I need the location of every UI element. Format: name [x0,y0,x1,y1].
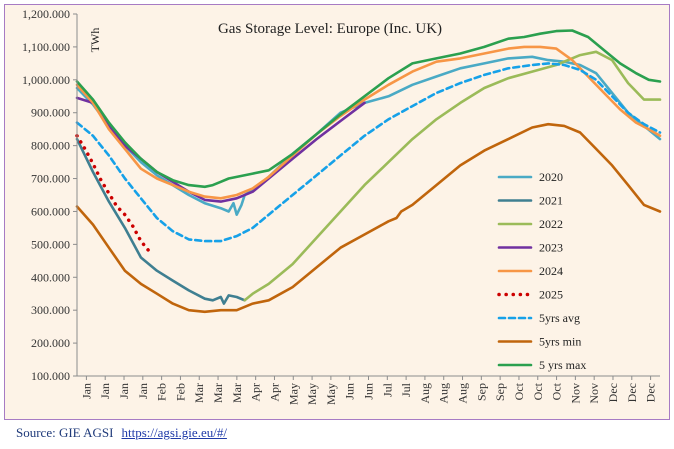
y-tick-label: 500.000 [31,237,70,251]
y-tick-label: 800.000 [31,139,70,153]
x-tick-label: Jul [380,382,394,397]
series-line-5yrs-min [75,122,662,314]
y-tick-label: 900.000 [31,106,70,120]
legend-label: 5yrs min [539,335,581,349]
x-tick-label: Jan [98,383,112,399]
y-tick-label: 1,000.000 [22,73,70,87]
legend-label: 2024 [539,264,563,278]
x-tick-label: Jan [79,383,93,399]
legend-label: 2021 [539,194,563,208]
x-tick-label: Apr [267,383,281,402]
x-tick-label: Jun [362,383,376,400]
x-tick-label: Jul [399,382,413,397]
series-line-2021 [75,137,246,305]
x-tick-label: May [324,383,338,405]
x-tick-label: Apr [249,383,263,402]
series-line-5yrs-avg [75,62,662,243]
series-line-2025 [75,134,151,253]
plot-layer [75,29,662,314]
y-tick-label: 600.000 [31,204,70,218]
x-tick-label: Aug [437,383,451,404]
series-line-2020 [75,55,662,216]
x-tick-label: Dec [644,383,658,402]
x-tick-label: Jan [117,383,131,399]
x-tick-label: Sep [474,383,488,401]
y-tick-label: 400.000 [31,270,70,284]
x-tick-label: Jun [343,383,357,400]
legend-label: 2023 [539,241,563,255]
legend-label: 5yrs avg [539,311,580,325]
x-tick-label: Sep [493,383,507,401]
x-tick-label: Mar [192,383,206,403]
x-tick-label: May [305,383,319,405]
y-tick-label: 200.000 [31,336,70,350]
legend-label: 2020 [539,170,563,184]
y-tick-label: 1,200.000 [22,7,70,21]
source-link[interactable]: https://agsi.gie.eu/#/ [121,425,227,440]
x-tick-label: Feb [173,383,187,401]
x-tick-label: Nov [587,383,601,404]
x-tick-label: Jan [136,383,150,399]
x-tick-label: Dec [625,383,639,402]
y-tick-label: 700.000 [31,172,70,186]
source-line: Source: GIE AGSI https://agsi.gie.eu/#/ [16,425,227,441]
x-tick-label: Oct [550,382,564,400]
x-tick-label: Oct [531,382,545,400]
y-tick-label: 1,100.000 [22,40,70,54]
y-tick-label: 300.000 [31,303,70,317]
x-tick-label: Mar [230,383,244,403]
series-line-5-yrs-max [75,29,662,189]
axis-layer: 100.000 200.000 300.000 400.000 500.000 600.0… [22,7,660,405]
legend-label: 2022 [539,217,563,231]
x-tick-label: Nov [568,383,582,404]
x-tick-label: Feb [155,383,169,401]
x-tick-label: Aug [418,383,432,404]
series-line-2022 [243,50,662,302]
y-axis-label: TWh [88,28,102,53]
chart-title: Gas Storage Level: Europe (Inc. UK) [218,21,442,37]
x-tick-label: Aug [456,383,470,404]
x-tick-label: Mar [211,383,225,403]
legend: 2020 2021 2022 2023 2024 2025 5yrs avg 5yrs min… [497,170,586,372]
x-tick-label: Oct [512,382,526,400]
x-tick-label: Dec [606,383,620,402]
series-line-2023 [75,96,366,203]
legend-label: 5 yrs max [539,358,586,372]
x-tick-label: May [286,383,300,405]
source-text: Source: GIE AGSI [16,425,114,440]
legend-label: 2025 [539,288,563,302]
y-tick-label: 100.000 [31,369,70,383]
